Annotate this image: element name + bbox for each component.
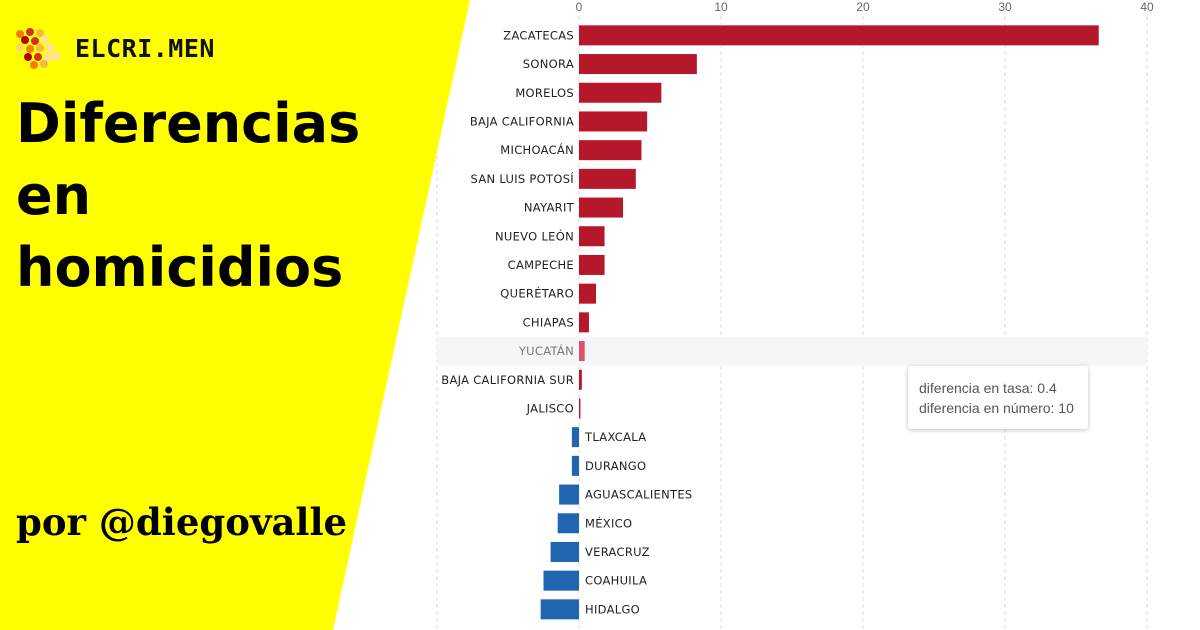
bar[interactable] [579, 341, 585, 362]
bar[interactable] [579, 312, 589, 333]
author-byline: por @diegovalle [16, 500, 348, 544]
x-tick-label: 10 [714, 0, 728, 14]
category-label: NAYARIT [524, 201, 575, 215]
bar[interactable] [571, 427, 579, 448]
category-label: MÉXICO [585, 515, 632, 530]
x-tick-label: -10 [428, 0, 446, 14]
category-label: MICHOACÁN [500, 142, 574, 157]
bar[interactable] [579, 54, 697, 75]
x-tick-label: 20 [856, 0, 870, 14]
bar[interactable] [579, 226, 605, 247]
bar[interactable] [579, 369, 582, 390]
page-title: Diferencias en homicidios [16, 88, 376, 304]
category-label: BAJA CALIFORNIA SUR [441, 373, 574, 387]
category-label: SONORA [523, 57, 574, 71]
category-label: YUCATÁN [518, 343, 574, 358]
title-line-3: homicidios [16, 236, 344, 299]
bar[interactable] [571, 455, 579, 476]
category-label: COAHUILA [585, 574, 647, 588]
bar[interactable] [550, 541, 579, 562]
category-label: NUEVO LEÓN [495, 228, 574, 243]
title-line-2: en [16, 164, 92, 227]
brand-name[interactable]: ELCRI.MEN [75, 34, 215, 63]
bar[interactable] [543, 570, 580, 591]
bar[interactable] [579, 254, 605, 275]
category-label: VERACRUZ [585, 545, 650, 559]
category-label: SAN LUIS POTOSÍ [471, 171, 575, 186]
bar-rows: ZACATECAS SONORA MORELOS BAJA CALIFORNIA MIC… [437, 25, 1147, 620]
bar[interactable] [579, 197, 624, 218]
title-line-1: Diferencias [16, 92, 361, 155]
category-label: MORELOS [515, 86, 574, 100]
highlight-row [437, 336, 1147, 366]
bar[interactable] [559, 484, 579, 505]
category-label: AGUASCALIENTES [585, 488, 693, 502]
bar[interactable] [579, 283, 597, 304]
tooltip-count-difference: diferencia en número: 10 [919, 400, 1074, 416]
bar[interactable] [579, 111, 648, 132]
category-label: TLAXCALA [584, 430, 646, 444]
x-tick-label: 40 [1140, 0, 1154, 14]
bar[interactable] [579, 140, 642, 161]
category-label: ZACATECAS [503, 28, 574, 42]
category-label: QUERÉTARO [500, 286, 574, 301]
bar[interactable] [557, 513, 579, 534]
bar[interactable] [579, 398, 581, 419]
x-axis-ticks: -10 0 10 20 30 40 [428, 0, 1154, 14]
x-tick-label: 30 [998, 0, 1012, 14]
category-label: HIDALGO [585, 602, 640, 616]
category-label: DURANGO [585, 459, 646, 473]
bar[interactable] [540, 599, 579, 620]
bar[interactable] [579, 25, 1099, 46]
bar[interactable] [579, 82, 662, 103]
category-label: JALISCO [526, 401, 574, 415]
chart-tooltip: diferencia en tasa: 0.4 diferencia en nú… [908, 366, 1088, 429]
bar[interactable] [579, 168, 636, 189]
category-label: CHIAPAS [523, 315, 574, 329]
category-label: CAMPECHE [508, 258, 574, 272]
x-tick-label: 0 [576, 0, 583, 14]
category-label: BAJA CALIFORNIA [470, 114, 574, 128]
tooltip-rate-difference: diferencia en tasa: 0.4 [919, 380, 1057, 396]
